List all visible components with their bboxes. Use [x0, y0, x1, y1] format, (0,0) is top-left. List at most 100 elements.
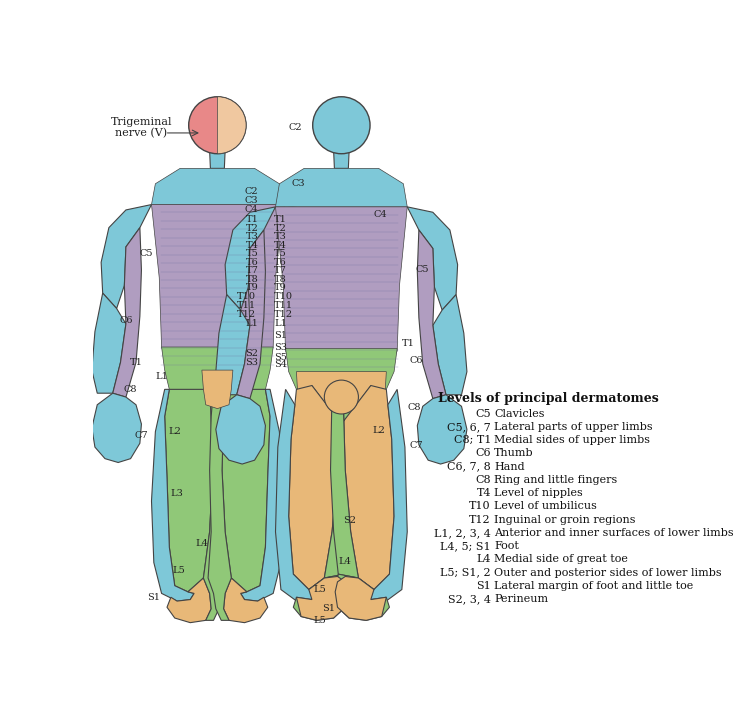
Text: L4: L4	[477, 555, 491, 564]
Text: C5: C5	[415, 266, 429, 275]
Polygon shape	[164, 389, 213, 592]
Polygon shape	[276, 168, 407, 207]
Text: T12: T12	[237, 310, 256, 320]
Text: C6: C6	[120, 315, 133, 324]
Text: S2: S2	[343, 515, 356, 525]
Polygon shape	[202, 370, 233, 408]
Text: Medial sides of upper limbs: Medial sides of upper limbs	[494, 435, 650, 445]
Text: S3: S3	[246, 358, 258, 367]
Text: Level of umbilicus: Level of umbilicus	[494, 501, 597, 511]
Polygon shape	[288, 386, 341, 589]
Text: Perineum: Perineum	[494, 594, 548, 604]
Text: C8: C8	[475, 475, 491, 485]
Circle shape	[324, 380, 359, 414]
Text: T8: T8	[246, 275, 258, 284]
Text: T2: T2	[274, 224, 287, 233]
Text: C5, 6, 7: C5, 6, 7	[447, 422, 491, 432]
Polygon shape	[92, 393, 141, 462]
Text: L2: L2	[372, 426, 385, 435]
Circle shape	[313, 97, 370, 154]
Text: L3: L3	[170, 488, 184, 498]
Polygon shape	[222, 389, 270, 592]
Text: C6: C6	[409, 356, 423, 366]
Text: L1: L1	[274, 320, 287, 329]
Text: T7: T7	[274, 266, 287, 275]
Polygon shape	[341, 386, 394, 589]
Text: C7: C7	[134, 431, 148, 440]
Text: C3: C3	[291, 179, 305, 188]
Text: T10: T10	[237, 292, 256, 300]
Text: Levels of principal dermatomes: Levels of principal dermatomes	[438, 392, 659, 405]
Polygon shape	[223, 578, 267, 623]
Text: C3: C3	[245, 196, 258, 205]
Text: S1: S1	[322, 604, 335, 613]
Text: T4: T4	[246, 241, 258, 250]
Text: C4: C4	[245, 205, 258, 214]
Polygon shape	[330, 389, 359, 578]
Polygon shape	[297, 577, 347, 621]
Text: C5: C5	[140, 248, 153, 258]
Polygon shape	[113, 228, 141, 397]
Text: S1: S1	[274, 331, 287, 340]
Text: L5: L5	[313, 585, 326, 594]
Text: Clavicles: Clavicles	[494, 408, 545, 419]
Text: C2: C2	[288, 123, 303, 132]
Polygon shape	[208, 389, 232, 621]
Text: T1: T1	[274, 214, 287, 224]
Polygon shape	[334, 151, 349, 168]
Text: T12: T12	[469, 515, 491, 525]
Text: Anterior and inner surfaces of lower limbs: Anterior and inner surfaces of lower lim…	[494, 528, 734, 537]
Polygon shape	[152, 389, 194, 601]
Text: T1: T1	[246, 214, 258, 224]
Text: L4, 5; S1: L4, 5; S1	[440, 541, 491, 551]
Text: C8: C8	[407, 403, 421, 412]
Polygon shape	[152, 204, 283, 370]
Text: T11: T11	[274, 301, 293, 310]
Text: T10: T10	[274, 292, 293, 300]
Text: Thumb: Thumb	[494, 448, 533, 459]
Polygon shape	[167, 578, 211, 623]
Polygon shape	[225, 207, 276, 310]
Text: T9: T9	[246, 283, 258, 293]
Polygon shape	[210, 151, 225, 168]
Polygon shape	[418, 395, 467, 464]
Text: T6: T6	[246, 258, 258, 267]
Text: L5; S1, 2: L5; S1, 2	[440, 567, 491, 577]
Text: T1: T1	[129, 358, 143, 367]
Polygon shape	[433, 295, 467, 395]
Text: S1: S1	[476, 581, 491, 591]
Text: S2: S2	[246, 349, 258, 358]
Polygon shape	[297, 371, 386, 435]
Text: C7: C7	[409, 441, 424, 450]
Text: L2: L2	[168, 427, 182, 436]
Text: Outer and posterior sides of lower limbs: Outer and posterior sides of lower limbs	[494, 567, 722, 577]
Text: T5: T5	[274, 249, 287, 258]
Polygon shape	[276, 389, 317, 603]
Text: T4: T4	[477, 488, 491, 498]
Polygon shape	[216, 395, 265, 464]
Text: T12: T12	[274, 310, 293, 320]
Text: Lateral margin of foot and little toe: Lateral margin of foot and little toe	[494, 581, 693, 591]
Text: T5: T5	[246, 249, 258, 258]
Text: C4: C4	[374, 210, 387, 219]
Text: L1: L1	[246, 320, 258, 329]
Polygon shape	[203, 389, 226, 621]
Polygon shape	[283, 204, 334, 309]
Circle shape	[189, 97, 246, 154]
Text: C2: C2	[245, 187, 258, 196]
Text: T9: T9	[274, 283, 287, 293]
Text: L1, 2, 3, 4: L1, 2, 3, 4	[434, 528, 491, 537]
Text: Level of nipples: Level of nipples	[494, 488, 583, 498]
Text: Ring and little fingers: Ring and little fingers	[494, 475, 617, 485]
Text: L1: L1	[155, 372, 168, 381]
Text: T3: T3	[246, 232, 258, 241]
Text: L4: L4	[196, 539, 208, 548]
Text: S2, 3, 4: S2, 3, 4	[448, 594, 491, 604]
Polygon shape	[407, 207, 458, 310]
Text: T6: T6	[274, 258, 287, 267]
Polygon shape	[92, 293, 126, 393]
Polygon shape	[309, 293, 343, 393]
Text: S5: S5	[274, 352, 287, 361]
Polygon shape	[335, 577, 386, 621]
Text: C6: C6	[475, 448, 491, 459]
